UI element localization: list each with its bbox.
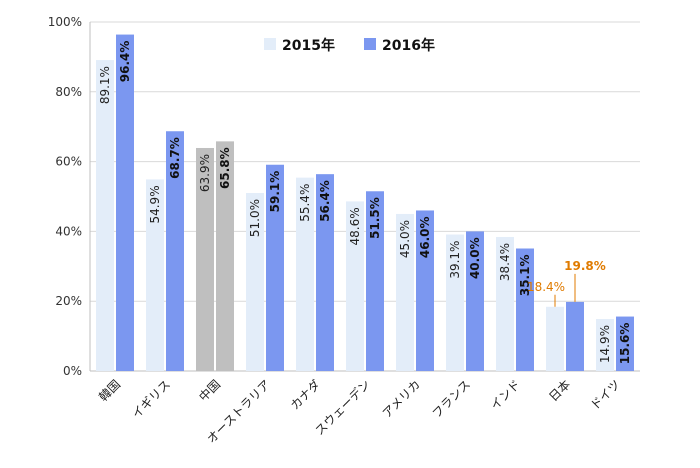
- bar-2015: [246, 193, 264, 371]
- bar-2015: [396, 213, 414, 371]
- bar-2016: [216, 141, 234, 371]
- data-label-2015: 54.9%: [148, 185, 162, 223]
- bar-2016: [366, 191, 384, 371]
- legend-swatch-2015: [264, 38, 276, 50]
- data-label-2016: 56.4%: [318, 180, 332, 222]
- bars: [96, 34, 634, 372]
- bar-2016: [566, 301, 584, 371]
- data-label-2016: 59.1%: [268, 171, 282, 213]
- y-tick-label: 60%: [55, 155, 82, 169]
- data-label-2016: 68.7%: [168, 137, 182, 179]
- x-category-label: アメリカ: [380, 377, 423, 420]
- x-category-label: フランス: [429, 377, 473, 421]
- data-label-2016: 65.8%: [218, 147, 232, 189]
- data-label-2016: 96.4%: [118, 41, 132, 83]
- data-label-2015: 63.9%: [198, 154, 212, 192]
- data-label-2015: 18.4%: [527, 280, 565, 294]
- bar-2015: [596, 318, 614, 371]
- data-label-2016: 15.6%: [618, 323, 632, 365]
- bar-2015: [296, 177, 314, 371]
- x-category-label: インド: [488, 377, 523, 412]
- y-tick-label: 40%: [55, 224, 82, 238]
- data-label-2015: 39.1%: [448, 241, 462, 279]
- data-label-2015: 51.0%: [248, 199, 262, 237]
- data-labels: 89.1% 96.4% 54.9% 68.7% 63.9% 65.8% 51.0% 59.1%…: [98, 41, 632, 365]
- data-label-2016: 35.1%: [518, 255, 532, 297]
- x-category-label: カナダ: [287, 377, 323, 413]
- bar-2015: [446, 234, 464, 371]
- data-label-2015: 48.6%: [348, 207, 362, 245]
- x-category-label: ドイツ: [588, 377, 623, 412]
- legend-swatch-2016: [364, 38, 376, 50]
- bar-2016: [166, 131, 184, 371]
- y-axis: 0% 20% 40% 60% 80% 100%: [48, 15, 91, 378]
- bar-2015: [496, 236, 514, 371]
- bar-2015: [346, 201, 364, 371]
- data-label-2015: 45.0%: [398, 220, 412, 258]
- bar-2016: [466, 231, 484, 371]
- bar-2015: [196, 147, 214, 371]
- bar-2016: [316, 174, 334, 371]
- legend-label-2016: 2016年: [382, 37, 435, 54]
- bar-2016: [116, 34, 134, 372]
- y-tick-label: 0%: [63, 364, 82, 378]
- data-label-2015: 55.4%: [298, 184, 312, 222]
- bar-2015: [146, 179, 164, 371]
- bar-2016: [516, 248, 534, 371]
- legend: 2015年 2016年: [264, 37, 435, 54]
- y-tick-label: 100%: [48, 15, 82, 29]
- data-label-2016: 46.0%: [418, 216, 432, 258]
- legend-label-2015: 2015年: [282, 37, 335, 54]
- x-category-label: イギリス: [129, 377, 173, 421]
- data-label-2015: 38.4%: [498, 243, 512, 281]
- y-tick-label: 20%: [55, 294, 82, 308]
- bar-2016: [616, 316, 634, 371]
- x-category-label: 韓国: [96, 377, 123, 404]
- bar-2016: [266, 164, 284, 371]
- bar-2015: [96, 60, 114, 371]
- bar-2016: [416, 210, 434, 371]
- x-category-label: 中国: [196, 377, 224, 405]
- data-label-2015: 14.9%: [598, 325, 612, 363]
- y-tick-label: 80%: [55, 85, 82, 99]
- data-label-2016: 51.5%: [368, 197, 382, 239]
- data-label-2016: 19.8%: [564, 259, 606, 273]
- x-category-label: 日本: [546, 377, 573, 404]
- data-label-2016: 40.0%: [468, 237, 482, 279]
- bar-2015: [546, 306, 564, 371]
- data-label-2015: 89.1%: [98, 66, 112, 104]
